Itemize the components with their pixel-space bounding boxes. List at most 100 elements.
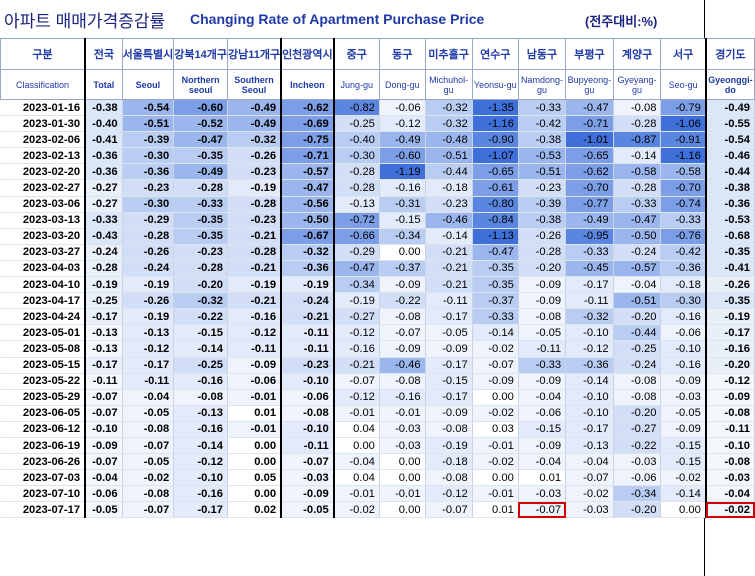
value-cell: -0.02 (472, 453, 519, 471)
value-cell: -0.13 (85, 340, 123, 358)
header-row-korean: 구분 전국 서울특별시 강북14개구 강남11개구 인천광역시 중구 동구 미추홀구 연수구 남동구… (0, 38, 755, 70)
value-cell: -0.10 (705, 437, 755, 455)
value-cell: -0.35 (173, 228, 228, 245)
col-header-kr: 전국 (84, 38, 123, 70)
table-row: 2023-04-10 -0.19 -0.19 -0.20 -0.19 -0.19 -0.34… (0, 276, 755, 294)
value-cell: -0.34 (379, 228, 426, 245)
value-cell: 0.01 (227, 405, 283, 422)
value-cell: -0.28 (613, 179, 662, 197)
row-date: 2023-06-26 (0, 453, 87, 471)
value-cell: -0.28 (173, 179, 228, 197)
value-cell: -0.79 (660, 99, 707, 117)
value-cell: -0.05 (425, 324, 473, 342)
value-cell: -0.33 (613, 196, 662, 213)
value-cell: -0.44 (613, 324, 662, 342)
table-row: 2023-06-19 -0.09 -0.07 -0.14 0.00 -0.11 0.00 -0… (0, 437, 755, 455)
value-cell: -0.26 (227, 147, 283, 165)
value-cell: -0.19 (85, 276, 123, 294)
row-date: 2023-07-17 (0, 501, 87, 519)
value-cell: -0.26 (122, 292, 175, 310)
value-cell: -0.19 (281, 276, 335, 294)
value-cell: -0.17 (173, 501, 228, 519)
value-cell: -0.27 (85, 179, 123, 197)
value-cell: 0.00 (227, 437, 283, 455)
value-cell: -0.45 (565, 260, 614, 278)
value-cell: -0.04 (122, 389, 175, 406)
table-row: 2023-07-17 -0.05 -0.07 -0.17 0.02 -0.05 -0.02 0… (0, 501, 755, 519)
value-cell: -0.05 (518, 324, 567, 342)
value-cell: -0.26 (518, 228, 567, 245)
value-cell: -0.03 (660, 389, 707, 406)
value-cell: -0.17 (565, 276, 614, 294)
value-cell: -0.07 (425, 501, 473, 519)
value-cell: -0.05 (281, 501, 335, 519)
value-cell: -0.08 (518, 308, 567, 326)
col-header-en: Incheon (280, 69, 335, 100)
value-cell: -0.07 (85, 389, 123, 406)
value-cell: -0.17 (85, 308, 123, 326)
value-cell: -0.44 (425, 163, 473, 181)
table-row: 2023-06-12 -0.10 -0.08 -0.16 -0.01 -0.10 0.04-… (0, 421, 755, 438)
value-cell: -0.02 (705, 501, 755, 519)
row-date: 2023-04-24 (0, 308, 87, 326)
value-cell: -0.16 (660, 357, 707, 374)
value-cell: -0.38 (518, 212, 567, 229)
value-cell: -0.35 (705, 244, 755, 261)
value-cell: -0.23 (518, 179, 567, 197)
value-cell: -0.70 (565, 179, 614, 197)
value-cell: 0.01 (518, 469, 567, 487)
value-cell: -0.20 (518, 260, 567, 278)
value-cell: -0.17 (425, 389, 473, 406)
value-cell: -0.14 (173, 437, 228, 455)
value-cell: -0.07 (472, 357, 519, 374)
value-cell: -0.49 (173, 163, 228, 181)
value-cell: -0.47 (472, 244, 519, 261)
value-cell: -1.16 (472, 115, 519, 133)
value-cell: -0.32 (425, 99, 473, 117)
value-cell: -0.37 (472, 292, 519, 310)
row-date: 2023-06-19 (0, 437, 87, 455)
col-header-kr: 남동구 (517, 38, 567, 70)
value-cell: -0.12 (705, 373, 755, 390)
value-cell: -0.34 (333, 276, 380, 294)
value-cell: -0.06 (227, 373, 283, 390)
col-header-kr: 인천광역시 (280, 38, 335, 70)
value-cell: -0.26 (705, 276, 755, 294)
value-cell: -0.08 (122, 421, 175, 438)
row-date: 2023-06-05 (0, 405, 87, 422)
value-cell: -0.04 (565, 453, 614, 471)
value-cell: 0.00 (333, 437, 380, 455)
value-cell: -0.11 (85, 373, 123, 390)
row-date: 2023-05-08 (0, 340, 87, 358)
value-cell: -0.03 (379, 437, 426, 455)
value-cell: -0.40 (85, 115, 123, 133)
value-cell: -0.46 (425, 212, 473, 229)
value-cell: -0.14 (425, 228, 473, 245)
col-header-en: Total (84, 69, 123, 100)
value-cell: -0.10 (85, 421, 123, 438)
value-cell: -0.24 (613, 244, 662, 261)
value-cell: -0.03 (565, 501, 614, 519)
value-cell: -0.10 (660, 340, 707, 358)
value-cell: -0.02 (333, 501, 380, 519)
value-cell: -0.17 (705, 324, 755, 342)
value-cell: -0.02 (565, 485, 614, 503)
value-cell: -0.19 (425, 437, 473, 455)
value-cell: -0.09 (518, 373, 567, 390)
value-cell: -0.30 (122, 196, 175, 213)
value-cell: -0.09 (425, 405, 473, 422)
value-cell: 0.01 (472, 501, 519, 519)
value-cell: -0.11 (281, 340, 335, 358)
value-cell: -0.19 (227, 179, 283, 197)
value-cell: -0.47 (613, 212, 662, 229)
col-header-en: Seoul (121, 69, 175, 100)
value-cell: -0.33 (518, 99, 567, 117)
value-cell: 0.00 (227, 453, 283, 471)
value-cell: 0.00 (660, 501, 707, 519)
value-cell: -0.42 (518, 115, 567, 133)
value-cell: -0.21 (227, 260, 283, 278)
value-cell: -0.71 (565, 115, 614, 133)
value-cell: -0.20 (613, 308, 662, 326)
value-cell: -0.21 (425, 244, 473, 261)
value-cell: -0.32 (565, 308, 614, 326)
